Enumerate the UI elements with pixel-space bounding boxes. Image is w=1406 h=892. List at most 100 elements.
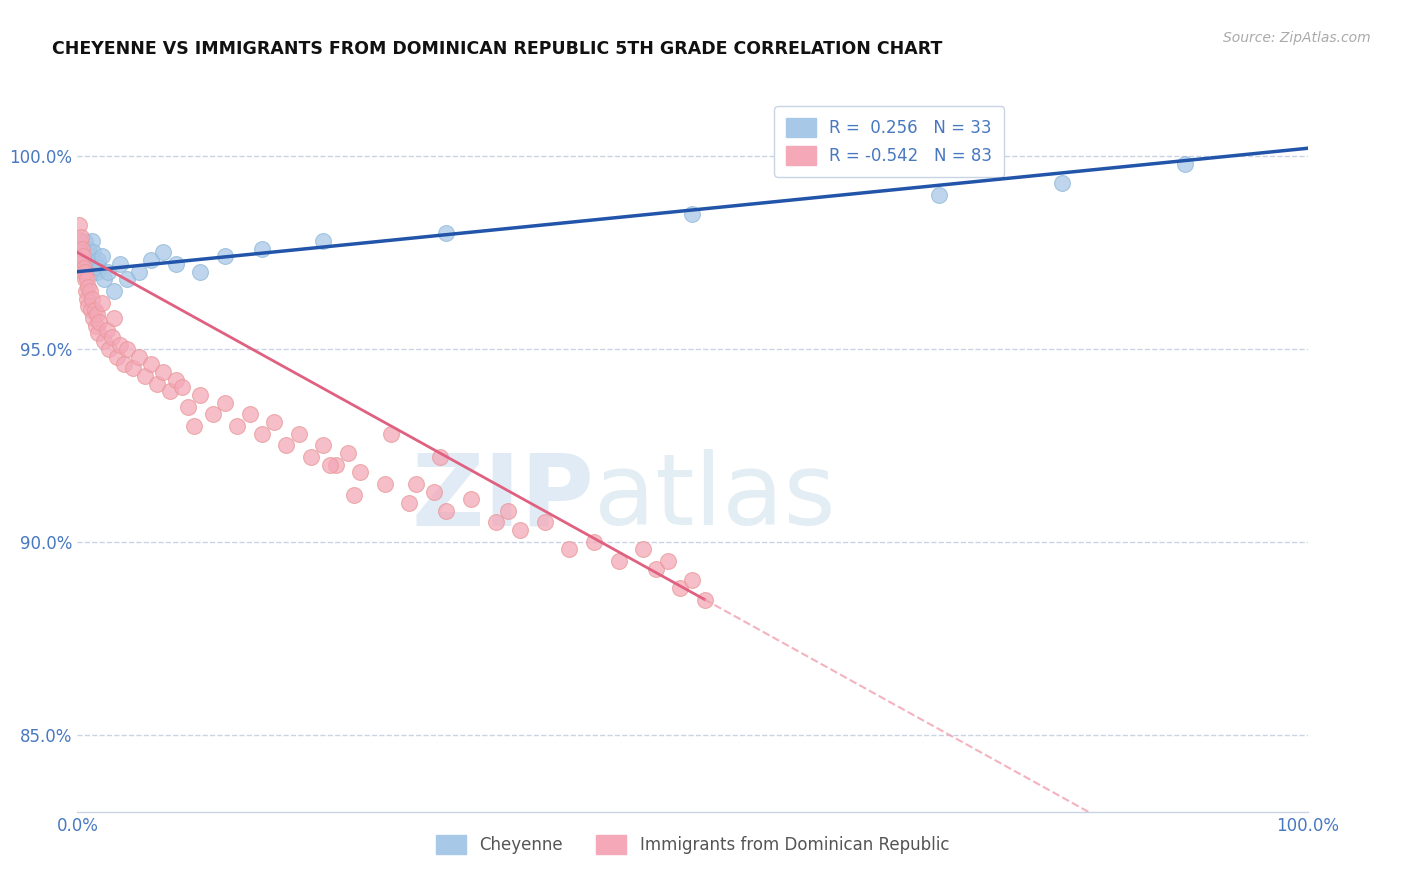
Point	[80, 260, 103, 275]
Point	[72, 265, 94, 279]
Point	[93, 272, 115, 286]
Point	[423, 484, 446, 499]
Point	[103, 310, 125, 325]
Point	[201, 408, 224, 422]
Point	[214, 396, 236, 410]
Point	[89, 315, 111, 329]
Text: ZIP: ZIP	[411, 450, 595, 546]
Point	[96, 322, 118, 336]
Point	[87, 253, 110, 268]
Point	[398, 496, 420, 510]
Point	[1174, 157, 1197, 171]
Point	[558, 542, 581, 557]
Point	[1050, 176, 1073, 190]
Point	[72, 245, 94, 260]
Point	[644, 562, 666, 576]
Point	[82, 234, 104, 248]
Point	[159, 384, 181, 399]
Point	[77, 242, 100, 256]
Point	[80, 303, 103, 318]
Point	[928, 187, 950, 202]
Legend: Cheyenne, Immigrants from Dominican Republic: Cheyenne, Immigrants from Dominican Repu…	[426, 825, 959, 864]
Point	[79, 249, 101, 263]
Point	[263, 415, 285, 429]
Point	[128, 265, 150, 279]
Point	[98, 342, 121, 356]
Point	[312, 438, 335, 452]
Point	[76, 272, 98, 286]
Point	[75, 265, 97, 279]
Point	[682, 574, 704, 588]
Point	[436, 226, 458, 240]
Point	[496, 504, 519, 518]
Point	[299, 450, 322, 464]
Point	[84, 318, 107, 333]
Point	[152, 245, 174, 260]
Point	[170, 380, 193, 394]
Point	[436, 504, 458, 518]
Point	[93, 334, 115, 348]
Point	[693, 592, 716, 607]
Point	[337, 446, 360, 460]
Point	[177, 400, 200, 414]
Point	[70, 257, 93, 271]
Point	[288, 426, 311, 441]
Point	[165, 373, 187, 387]
Point	[141, 357, 163, 371]
Point	[90, 295, 114, 310]
Point	[128, 350, 150, 364]
Point	[141, 253, 163, 268]
Point	[276, 438, 298, 452]
Point	[70, 242, 93, 256]
Point	[69, 234, 91, 248]
Point	[165, 257, 187, 271]
Point	[76, 265, 98, 279]
Point	[318, 458, 340, 472]
Point	[90, 249, 114, 263]
Point	[84, 257, 107, 271]
Point	[380, 426, 402, 441]
Point	[657, 554, 679, 568]
Point	[76, 280, 98, 294]
Point	[75, 284, 97, 298]
Point	[67, 219, 90, 233]
Point	[86, 265, 108, 279]
Point	[669, 581, 692, 595]
Point	[73, 234, 96, 248]
Point	[82, 310, 104, 325]
Text: atlas: atlas	[595, 450, 835, 546]
Point	[70, 230, 93, 244]
Point	[112, 357, 135, 371]
Point	[76, 292, 98, 306]
Point	[134, 368, 156, 383]
Point	[239, 408, 262, 422]
Point	[583, 534, 606, 549]
Point	[121, 361, 143, 376]
Point	[343, 488, 366, 502]
Point	[146, 376, 169, 391]
Point	[349, 465, 371, 479]
Point	[250, 242, 273, 256]
Point	[73, 272, 96, 286]
Point	[82, 245, 104, 260]
Point	[103, 284, 125, 298]
Point	[87, 326, 110, 341]
Point	[226, 419, 249, 434]
Point	[152, 365, 174, 379]
Text: CHEYENNE VS IMMIGRANTS FROM DOMINICAN REPUBLIC 5TH GRADE CORRELATION CHART: CHEYENNE VS IMMIGRANTS FROM DOMINICAN RE…	[52, 40, 942, 58]
Point	[250, 426, 273, 441]
Text: Source: ZipAtlas.com: Source: ZipAtlas.com	[1223, 31, 1371, 45]
Point	[607, 554, 630, 568]
Point	[429, 450, 451, 464]
Point	[83, 303, 105, 318]
Point	[534, 516, 557, 530]
Point	[75, 253, 97, 268]
Point	[69, 245, 91, 260]
Point	[77, 300, 100, 314]
Point	[190, 265, 212, 279]
Point	[374, 476, 396, 491]
Point	[405, 476, 427, 491]
Point	[460, 492, 482, 507]
Point	[70, 253, 93, 268]
Point	[97, 265, 120, 279]
